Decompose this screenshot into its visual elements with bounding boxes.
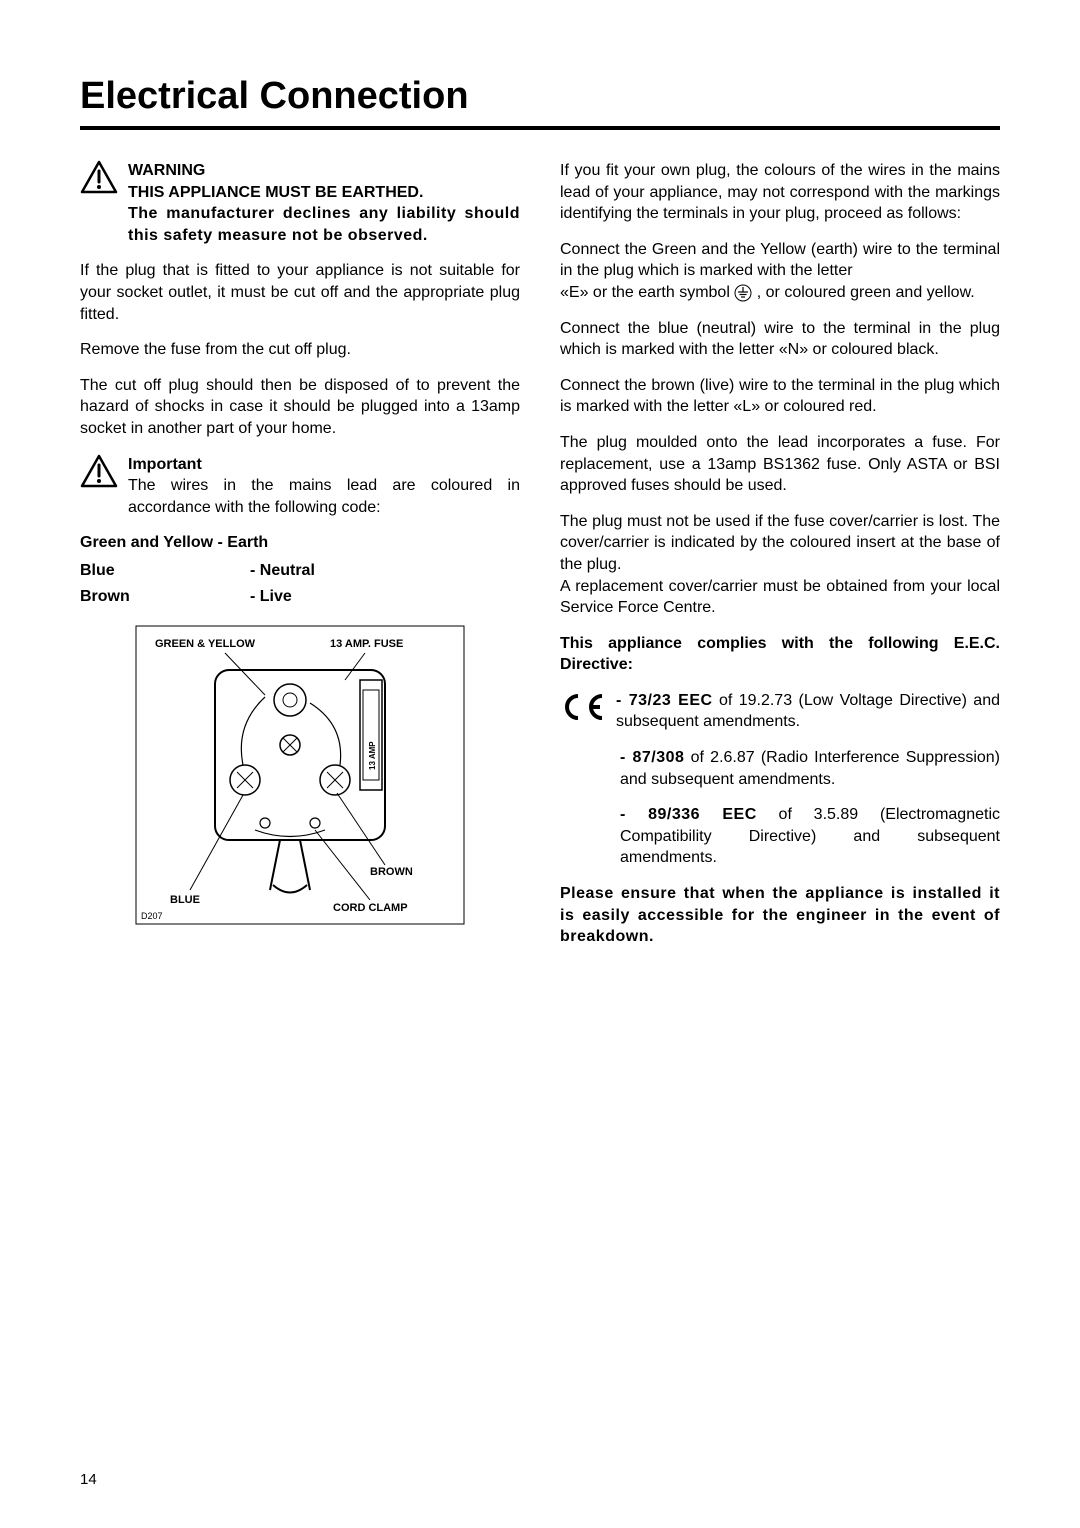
diagram-label-amp: 13 AMP	[368, 741, 377, 770]
diagram-label-brown: BROWN	[370, 866, 413, 878]
wire-key: Brown	[80, 586, 250, 608]
directive-code: - 73/23 EEC	[616, 692, 713, 709]
directive-code: - 87/308	[620, 749, 684, 766]
warning-label: WARNING	[128, 160, 520, 182]
wire-color-codes: Green and Yellow - Earth Blue - Neutral …	[80, 532, 520, 607]
directive-item: - 73/23 EEC of 19.2.73 (Low Voltage Dire…	[616, 690, 1000, 733]
warning-icon	[80, 160, 118, 246]
title-rule	[80, 126, 1000, 130]
warning-icon	[80, 454, 118, 519]
important-label: Important	[128, 454, 520, 476]
left-column: WARNING THIS APPLIANCE MUST BE EARTHED. …	[80, 160, 520, 962]
directive-code: - 89/336 EEC	[620, 806, 757, 823]
plug-diagram: GREEN & YELLOW 13 AMP. FUSE 13 AMP	[80, 625, 520, 925]
page-title: Electrical Connection	[80, 75, 1000, 118]
wire-key: Blue	[80, 560, 250, 582]
ce-mark-icon	[560, 692, 606, 747]
directive-list: - 87/308 of 2.6.87 (Radio Interference S…	[560, 747, 1000, 869]
important-block: Important The wires in the mains lead ar…	[80, 454, 520, 519]
content-columns: WARNING THIS APPLIANCE MUST BE EARTHED. …	[80, 160, 1000, 962]
para-own-plug: If you fit your own plug, the colours of…	[560, 160, 1000, 225]
right-column: If you fit your own plug, the colours of…	[560, 160, 1000, 962]
text-span: Connect the Green and the Yellow (earth)…	[560, 241, 1000, 280]
wire-header: Green and Yellow - Earth	[80, 532, 520, 554]
important-body: The wires in the mains lead are coloured…	[128, 475, 520, 518]
para-earth-connect: Connect the Green and the Yellow (earth)…	[560, 239, 1000, 304]
diagram-label-blue: BLUE	[170, 894, 200, 906]
earth-symbol-icon	[734, 284, 752, 302]
directive-header: This appliance complies with the followi…	[560, 633, 1000, 676]
diagram-label-gy: GREEN & YELLOW	[155, 638, 256, 650]
directive-item: - 89/336 EEC of 3.5.89 (Electromagnetic …	[620, 804, 1000, 869]
para-live-connect: Connect the brown (live) wire to the ter…	[560, 375, 1000, 418]
diagram-label-fuse: 13 AMP. FUSE	[330, 638, 403, 650]
para-neutral-connect: Connect the blue (neutral) wire to the t…	[560, 318, 1000, 361]
diagram-label-clamp: CORD CLAMP	[333, 902, 408, 914]
wire-val: - Live	[250, 586, 292, 608]
text-span: , or coloured green and yellow.	[757, 284, 975, 301]
para-service-centre: A replacement cover/carrier must be obta…	[560, 576, 1000, 619]
para-dispose: The cut off plug should then be disposed…	[80, 375, 520, 440]
para-fuse-replace: The plug moulded onto the lead incorpora…	[560, 432, 1000, 497]
warning-block: WARNING THIS APPLIANCE MUST BE EARTHED. …	[80, 160, 520, 246]
warning-earthed: THIS APPLIANCE MUST BE EARTHED.	[128, 182, 520, 204]
closing-note: Please ensure that when the appliance is…	[560, 883, 1000, 948]
diagram-ref: D207	[141, 911, 163, 921]
page-number: 14	[80, 1471, 97, 1488]
wire-row: Blue - Neutral	[80, 560, 520, 582]
para-fuse-cover: The plug must not be used if the fuse co…	[560, 511, 1000, 576]
para-remove-fuse: Remove the fuse from the cut off plug.	[80, 339, 520, 361]
warning-liability: The manufacturer declines any liability …	[128, 203, 520, 246]
directive-item: - 87/308 of 2.6.87 (Radio Interference S…	[620, 747, 1000, 790]
wire-row: Brown - Live	[80, 586, 520, 608]
wire-val: - Neutral	[250, 560, 315, 582]
ce-directive-row: - 73/23 EEC of 19.2.73 (Low Voltage Dire…	[560, 690, 1000, 747]
text-span: «E» or the earth symbol	[560, 284, 734, 301]
para-plug-cutoff: If the plug that is fitted to your appli…	[80, 260, 520, 325]
